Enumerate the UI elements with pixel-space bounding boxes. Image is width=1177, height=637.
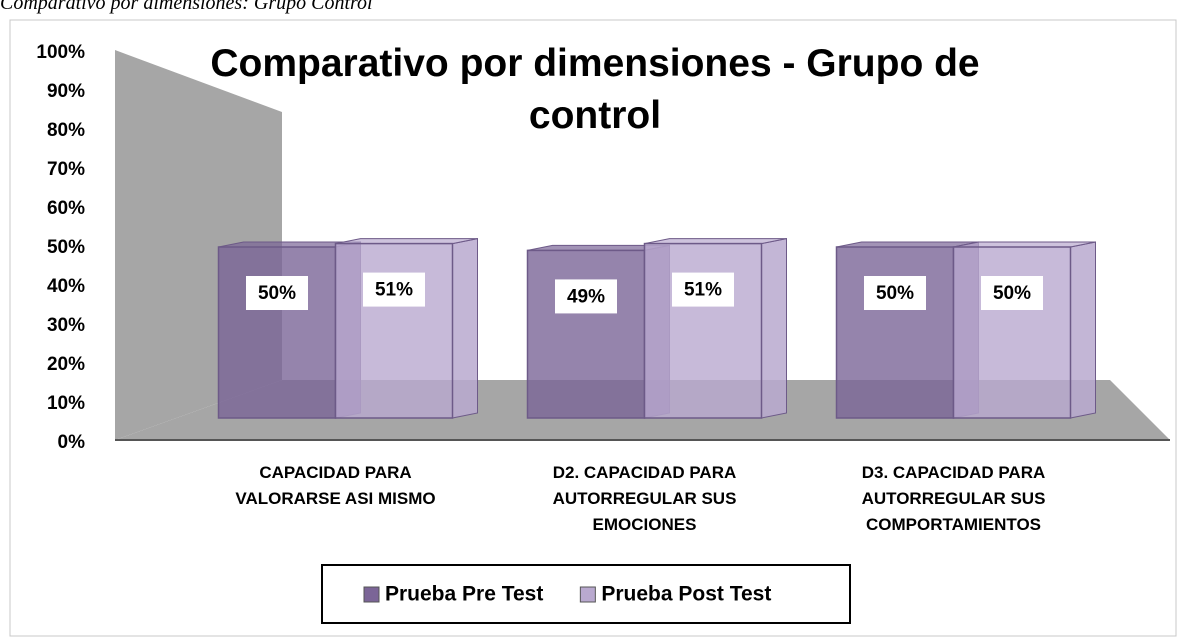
bar: [952, 246, 1072, 419]
y-tick-label: 40%: [47, 276, 85, 297]
chart-title: Comparativo por dimensiones - Grupo de c…: [210, 42, 980, 137]
value-label-box: [672, 272, 734, 307]
y-tick-label: 90%: [47, 81, 85, 102]
legend-swatch: [579, 586, 596, 603]
bar: [334, 242, 454, 419]
y-tick-label: 80%: [47, 120, 85, 141]
value-label: 50%: [876, 283, 914, 304]
x-tick-label: CAPACIDAD PARA VALORARSE ASI MISMO: [235, 463, 436, 508]
bar-side: [761, 237, 787, 419]
value-label-box: [981, 276, 1043, 310]
value-label: 51%: [684, 280, 722, 301]
y-tick-label: 50%: [47, 237, 85, 258]
y-tick-label: 60%: [47, 198, 85, 219]
y-tick-label: 10%: [47, 393, 85, 414]
bar-top: [335, 238, 478, 245]
y-tick-label: 100%: [36, 42, 85, 63]
bar: [835, 246, 955, 419]
value-label-box: [246, 276, 308, 310]
value-label: 49%: [567, 286, 605, 307]
x-tick-label: D2. CAPACIDAD PARA AUTORREGULAR SUS EMOC…: [552, 463, 737, 534]
bar-top: [644, 238, 787, 245]
y-tick-label: 30%: [47, 315, 85, 336]
value-label: 50%: [258, 283, 296, 304]
bar-side: [1070, 241, 1096, 419]
caption: Comparativo por dimensiones: Grupo Contr…: [0, 0, 373, 14]
value-label: 51%: [375, 280, 413, 301]
legend-label: Prueba Post Test: [601, 583, 771, 606]
legend-label: Prueba Pre Test: [385, 583, 543, 606]
y-tick-label: 0%: [58, 432, 86, 453]
y-tick-label: 70%: [47, 159, 85, 180]
bar: [526, 249, 646, 419]
legend-swatch: [363, 586, 380, 603]
value-label-box: [555, 279, 617, 314]
x-tick-label: D3. CAPACIDAD PARA AUTORREGULAR SUS COMP…: [861, 463, 1046, 534]
y-tick-label: 20%: [47, 354, 85, 375]
bar: [643, 242, 763, 419]
value-label: 50%: [993, 283, 1031, 304]
bar-side: [452, 237, 478, 419]
value-label-box: [864, 276, 926, 310]
value-label-box: [363, 272, 425, 307]
bar: [217, 246, 337, 419]
